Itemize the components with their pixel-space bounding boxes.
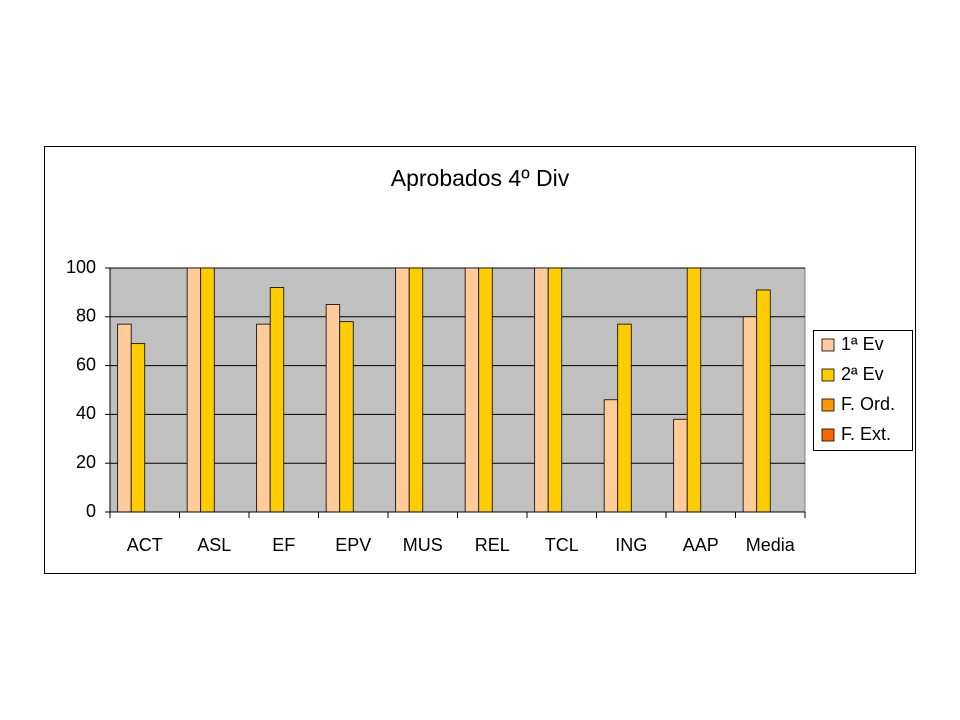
x-tick-label: AAP xyxy=(683,535,719,555)
y-tick-label: 60 xyxy=(76,354,96,374)
y-tick-label: 80 xyxy=(76,306,96,326)
bar xyxy=(256,323,271,513)
legend-label: 1ª Ev xyxy=(841,334,884,354)
bar xyxy=(478,267,493,513)
x-tick-label: Media xyxy=(746,535,796,555)
y-tick-label: 100 xyxy=(66,257,96,277)
bar xyxy=(130,343,146,513)
bar xyxy=(756,289,771,513)
legend-swatch xyxy=(821,368,835,382)
legend-label: 2ª Ev xyxy=(841,364,884,384)
bar xyxy=(269,287,285,513)
bar xyxy=(534,267,549,513)
x-tick-label: ING xyxy=(615,535,647,555)
y-tick-label: 0 xyxy=(86,501,96,521)
bar xyxy=(186,267,202,513)
bar xyxy=(200,267,215,513)
x-tick-label: ACT xyxy=(127,535,163,555)
bar xyxy=(325,304,341,513)
legend-label: F. Ext. xyxy=(841,424,891,444)
x-tick-label: TCL xyxy=(545,535,579,555)
bar xyxy=(339,321,354,513)
legend-swatch xyxy=(821,398,835,412)
y-tick-label: 40 xyxy=(76,403,96,423)
x-tick-label: EF xyxy=(272,535,295,555)
bar xyxy=(117,323,132,513)
x-tick-label: MUS xyxy=(403,535,443,555)
y-tick-label: 20 xyxy=(76,452,96,472)
bar xyxy=(395,267,410,513)
bar xyxy=(617,323,632,513)
bar xyxy=(603,399,619,513)
legend-swatch xyxy=(821,428,835,442)
bar xyxy=(408,267,424,513)
legend-label: F. Ord. xyxy=(841,394,895,414)
bar xyxy=(547,267,563,513)
bar xyxy=(686,267,702,513)
chart-title: Aprobados 4º Div xyxy=(391,165,570,191)
legend-swatch xyxy=(821,338,835,352)
bar xyxy=(464,267,480,513)
x-tick-label: EPV xyxy=(335,535,371,555)
bar xyxy=(742,316,758,513)
x-tick-label: ASL xyxy=(197,535,231,555)
bar xyxy=(673,418,688,513)
x-tick-label: REL xyxy=(475,535,510,555)
